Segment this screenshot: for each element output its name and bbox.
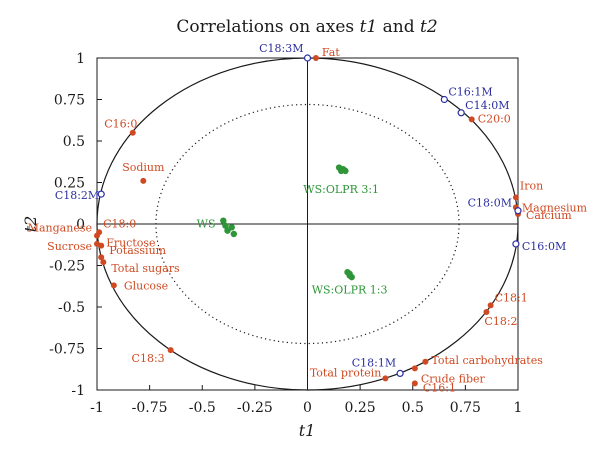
point-c16-1m [440,95,448,104]
x-tick-label: 1 [514,400,523,416]
label-c18-0m: C18:0M [468,197,512,210]
label-c16-0: C16:0 [104,118,137,131]
point-observation [220,217,227,224]
point-c20-0 [468,116,475,123]
label-glucose: Glucose [124,279,168,292]
point-potassium [98,254,105,261]
label-magnesium: Magnesium [522,201,588,214]
chart-title: Correlations on axes t1 and t2 [176,17,437,37]
label-potassium: Potassium [109,244,166,257]
y-tick-label: 0.75 [54,93,85,109]
inner-dotted-circle [155,103,460,345]
point-total-carbohydrates [422,358,429,365]
y-tick-label: 0.25 [54,176,85,192]
label-c20-0: C20:0 [478,112,511,125]
label-c18-3m: C18:3M [259,42,303,55]
plot-area: -1 -0.75 -0.5 -0.25 0 0.25 0.5 0.75 1 -1 -0.75 -0.5… [28,42,588,416]
point-total-sugars [100,259,107,266]
point-observation [348,273,355,281]
point-c18-1m [396,369,404,377]
label-c18-1: C18:1 [495,291,528,304]
point-c16-1 [411,380,418,387]
point-observation [228,224,235,231]
label-c18-1m: C18:1M [352,356,396,369]
y-tick-label: -1 [71,383,85,399]
x-tick-label: -0.5 [189,400,216,416]
y-tick-label: 0 [76,217,85,233]
point-c14-0m [457,109,465,117]
point-c16-0 [129,129,136,136]
point-c18-1 [487,302,494,309]
y-tick-label: 1 [76,51,85,67]
y-tick-label: -0.25 [49,259,85,275]
label-manganese: Manganese [28,222,92,235]
label-sodium: Sodium [122,161,165,174]
point-observation [230,230,238,238]
label-fat: Fat [322,46,340,59]
point-crude-fiber [411,365,418,372]
x-tick-label: -0.75 [132,400,168,416]
point-c18-2m [97,190,105,198]
label-iron: Iron [520,179,543,192]
x-tick-label: -1 [90,400,104,416]
label-c16-0m: C16:0M [522,240,566,253]
label-sucrose: Sucrose [47,240,92,253]
point-c18-3m [303,54,312,62]
label-crude-fiber: Crude fiber [421,372,486,385]
x-tick-label: 0.75 [450,400,481,416]
label-total-protein: Total protein [310,366,382,379]
point-iron [512,194,519,201]
y-tick-label: 0.5 [63,134,85,150]
x-axis-title: t1 [299,421,316,440]
point-c18-3 [167,347,174,354]
label-total-sugars: Total sugars [111,262,180,275]
series-observations: WS WS:OLPR 3:1 WS:OLPR 1:3 [197,164,388,296]
point-glucose [110,282,117,289]
x-tick-label: 0.25 [345,400,376,416]
label-c16-1m: C16:1M [448,86,492,99]
point-c18-0 [96,229,103,236]
point-c16-0m [512,240,520,248]
label-total-carbohydrates: Total carbohydrates [431,354,543,367]
label-c18-0: C18:0 [103,217,136,230]
point-c18-0m [514,207,522,215]
label-ws: WS [197,218,216,231]
y-tick-label: -0.5 [58,300,85,316]
point-sodium [140,177,147,184]
point-observation [342,167,349,175]
label-c18-3: C18:3 [132,352,165,365]
y-axis-title: t2 [21,216,40,233]
label-c18-2m: C18:2M [55,189,99,202]
label-fructose: Fructose [106,237,155,250]
point-total-protein [382,375,389,382]
label-ws-olpr-1-3: WS:OLPR 1:3 [312,283,388,296]
point-fat [312,55,319,61]
point-c18-2 [483,308,490,315]
x-tick-label: 0 [303,400,312,416]
label-c18-2: C18:2 [484,315,517,328]
label-c14-0m: C14:0M [465,99,509,112]
label-c16-1: C16:1 [423,381,456,394]
x-tick-label: -0.25 [237,400,273,416]
point-fructose [98,242,105,249]
y-tick-label: -0.75 [49,342,85,358]
x-tick-label: 0.5 [402,400,424,416]
label-ws-olpr-3-1: WS:OLPR 3:1 [303,183,379,196]
point-observation [222,222,229,229]
label-calcium: Calcium [526,209,572,222]
